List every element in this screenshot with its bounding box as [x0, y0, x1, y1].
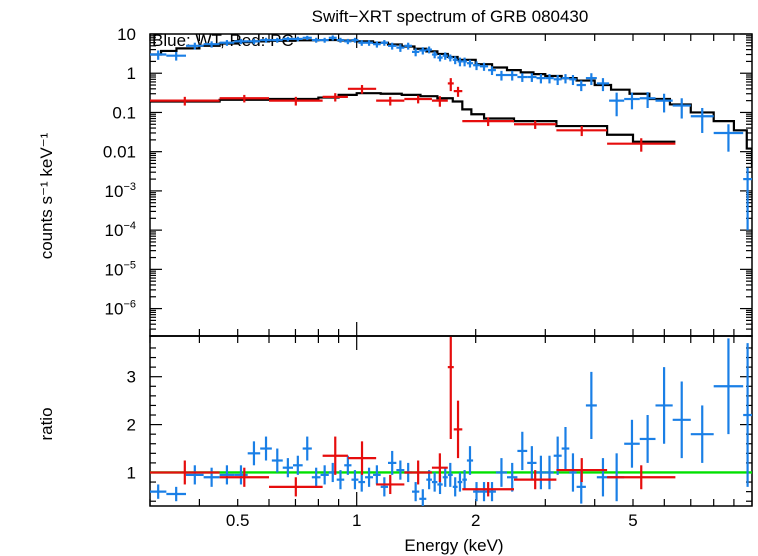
x-tick-label: 2 [471, 511, 480, 530]
y-tick-label: 0.1 [112, 103, 136, 122]
spectrum-panel: 10 1 0.1 0.01 10−3 10−4 10−5 10−6 [103, 25, 753, 337]
chart-title: Swift−XRT spectrum of GRB 080430 [312, 7, 589, 26]
y-tick-label: 2 [127, 416, 136, 435]
y-tick-label: 10 [117, 25, 136, 44]
x-tick-label: 1 [352, 511, 361, 530]
x-tick-label: 0.5 [226, 511, 250, 530]
top-y-axis-label: counts s⁻¹ keV⁻¹ [37, 132, 56, 259]
y-tick-label: 10−6 [105, 299, 136, 319]
x-axis-label: Energy (keV) [404, 536, 503, 555]
y-tick-label: 1 [127, 64, 136, 83]
bottom-data-layer [150, 336, 752, 506]
y-tick-label: 10−4 [105, 220, 136, 240]
top-data-layer [150, 35, 752, 231]
pc-model-line [150, 92, 676, 143]
y-tick-label: 0.01 [103, 143, 136, 162]
y-tick-label: 3 [127, 368, 136, 387]
y-tick-label: 10−5 [105, 259, 136, 279]
y-tick-label: 10−3 [105, 181, 136, 201]
x-tick-label: 5 [628, 511, 637, 530]
ratio-panel: 0.5 1 2 5 1 2 3 [127, 335, 753, 530]
bottom-y-axis-label: ratio [37, 407, 56, 440]
y-tick-label: 1 [127, 463, 136, 482]
